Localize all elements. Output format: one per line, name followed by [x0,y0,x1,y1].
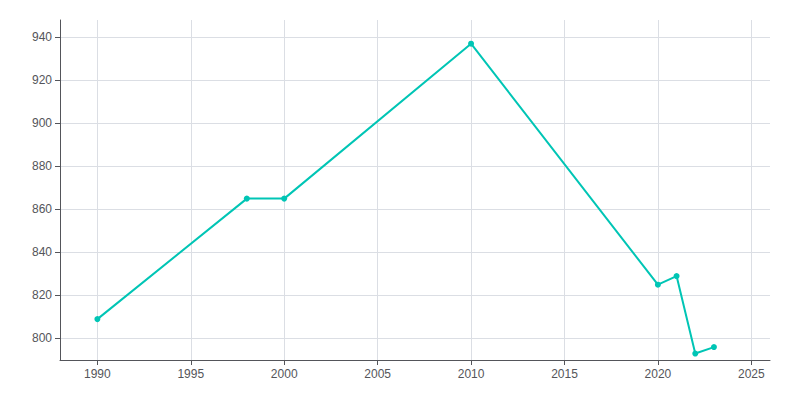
svg-text:860: 860 [32,202,52,216]
svg-text:1995: 1995 [177,367,204,381]
svg-text:2020: 2020 [645,367,672,381]
svg-text:2000: 2000 [271,367,298,381]
svg-text:2025: 2025 [738,367,765,381]
svg-text:2015: 2015 [551,367,578,381]
svg-text:1990: 1990 [84,367,111,381]
svg-text:920: 920 [32,73,52,87]
svg-text:2010: 2010 [458,367,485,381]
svg-text:840: 840 [32,245,52,259]
svg-text:940: 940 [32,30,52,44]
svg-text:820: 820 [32,288,52,302]
svg-text:880: 880 [32,159,52,173]
svg-text:900: 900 [32,116,52,130]
svg-text:800: 800 [32,331,52,345]
svg-text:2005: 2005 [364,367,391,381]
